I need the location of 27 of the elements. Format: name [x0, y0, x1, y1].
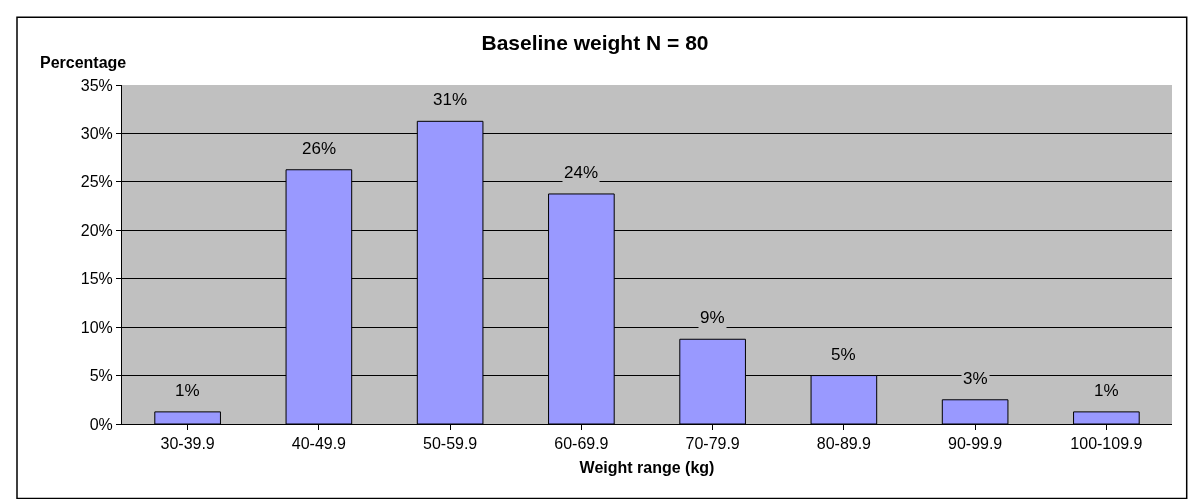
y-tick-label: 5% [89, 367, 113, 385]
y-tick-label: 20% [80, 221, 113, 239]
x-tick-label: 50-59.9 [423, 435, 478, 453]
x-tick-label: 70-79.9 [685, 435, 740, 453]
x-tick-label: 30-39.9 [160, 435, 215, 453]
x-tick-label: 100-109.9 [1070, 435, 1143, 453]
data-label: 3% [963, 369, 988, 388]
data-label: 1% [1094, 381, 1119, 400]
x-tick-label: 80-89.9 [816, 435, 872, 453]
x-axis-title: Weight range (kg) [579, 458, 715, 476]
x-tick-label: 60-69.9 [554, 435, 609, 453]
y-tick-label: 10% [80, 318, 113, 336]
y-tick-label: 35% [80, 76, 113, 94]
data-label: 24% [564, 163, 599, 182]
data-label: 1% [175, 381, 200, 400]
y-tick-label: 0% [89, 415, 113, 433]
data-label: 26% [302, 139, 337, 158]
y-tick-label: 30% [80, 125, 113, 143]
data-label: 5% [831, 345, 856, 364]
y-tick-label: 25% [80, 173, 113, 191]
x-tick-label: 40-49.9 [291, 435, 347, 453]
data-label: 9% [700, 308, 725, 327]
chart-title: Baseline weight N = 80 [481, 30, 709, 54]
y-axis-title: Percentage [40, 54, 127, 71]
y-tick-label: 15% [80, 270, 113, 288]
data-label: 31% [433, 90, 468, 109]
x-tick-label: 90-99.9 [948, 435, 1003, 453]
